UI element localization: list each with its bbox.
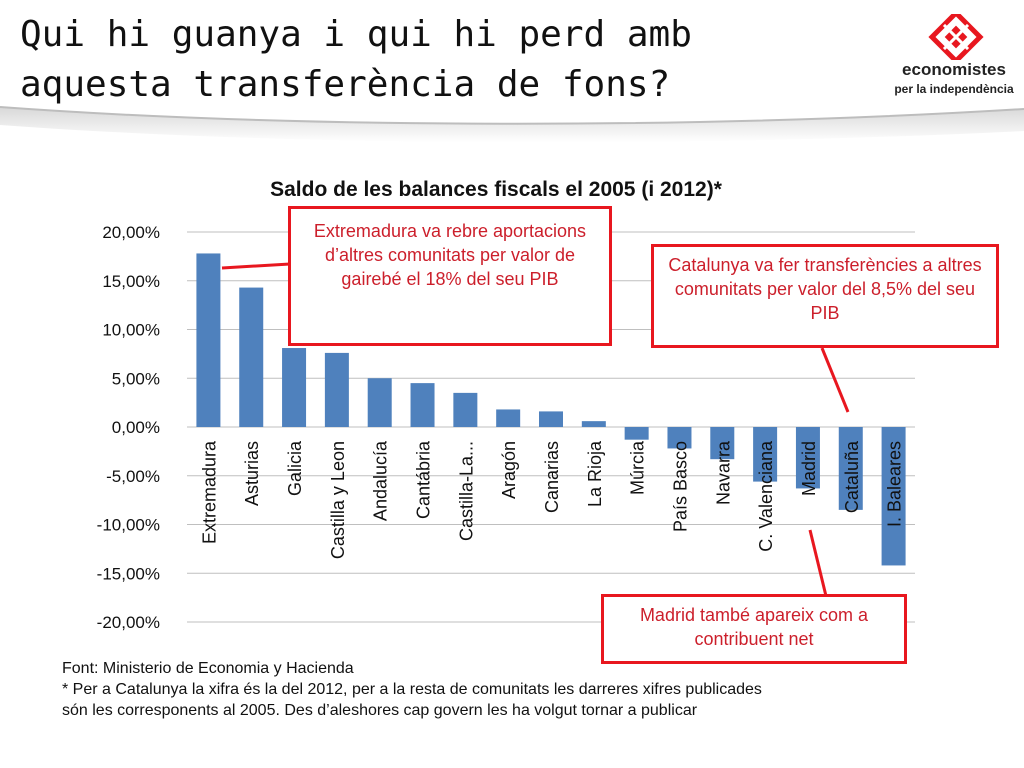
logo-mark-icon <box>928 9 984 65</box>
callout-leader-madrid <box>808 529 828 597</box>
bar <box>282 348 307 427</box>
callout-catalunya: Catalunya va fer transferències a altres… <box>651 244 999 348</box>
bar <box>795 427 820 489</box>
footnote-source: Font: Ministerio de Economia y Hacienda <box>62 660 354 677</box>
slide-title: Qui hi guanya i qui hi perd amb aquesta … <box>20 10 880 110</box>
x-tick-label: Castilla-La... <box>456 441 476 541</box>
y-tick-label: -10,00% <box>97 516 160 535</box>
x-tick-label: Extremadura <box>199 440 219 544</box>
y-tick-label: 20,00% <box>102 223 160 242</box>
bar <box>196 253 221 427</box>
bar <box>367 378 392 427</box>
bar <box>453 392 478 427</box>
footnote: Font: Ministerio de Economia y Hacienda … <box>62 658 1002 721</box>
y-tick-label: 10,00% <box>102 321 160 340</box>
y-tick-label: 5,00% <box>112 369 160 388</box>
bar <box>624 427 649 440</box>
logo-name: economistes <box>902 60 1006 79</box>
x-tick-label: Aragón <box>499 441 519 499</box>
x-tick-label: La Rioja <box>585 440 605 507</box>
slide-title-line-1: Qui hi guanya i qui hi perd amb <box>20 14 692 55</box>
bar <box>239 287 264 427</box>
x-tick-label: Cantábria <box>414 440 434 519</box>
y-tick-label: 15,00% <box>102 272 160 291</box>
x-tick-label: Madrid <box>799 441 819 496</box>
x-tick-label: Cataluña <box>842 440 862 513</box>
bar-chart: Saldo de les balances fiscals el 2005 (i… <box>97 178 915 632</box>
x-tick-label: Castilla y Leon <box>328 441 348 559</box>
chart-title: Saldo de les balances fiscals el 2005 (i… <box>270 178 723 201</box>
y-tick-label: 0,00% <box>112 418 160 437</box>
x-tick-label: Canarias <box>542 441 562 513</box>
x-tick-label: C. Valenciana <box>756 440 776 552</box>
logo-tagline: per la independència <box>894 82 1014 96</box>
bar <box>410 383 435 427</box>
bar <box>710 427 735 460</box>
bar <box>838 427 863 510</box>
x-tick-label: Múrcia <box>628 440 648 495</box>
x-tick-label: Navarra <box>713 440 733 505</box>
y-tick-label: -20,00% <box>97 613 160 632</box>
y-tick-label: -15,00% <box>97 564 160 583</box>
callout-leader-catalunya <box>820 347 850 413</box>
x-tick-label: País Basco <box>670 441 690 532</box>
header-swoosh <box>0 106 1024 143</box>
bar <box>753 427 778 482</box>
x-tick-label: I. Baleares <box>885 441 905 527</box>
bar <box>581 421 606 427</box>
footnote-note-2: són les corresponents al 2005. Des d’ale… <box>62 702 698 719</box>
callout-leader-extremadura <box>221 262 291 270</box>
callout-madrid: Madrid també apareix com a contribuent n… <box>601 594 907 664</box>
y-tick-label: -5,00% <box>106 467 160 486</box>
bar <box>324 352 349 427</box>
economistes-logo: economistes per la independència <box>888 9 1020 100</box>
bar <box>496 409 521 427</box>
x-tick-label: Andalucía <box>371 440 391 521</box>
bar <box>539 411 563 427</box>
bar <box>667 427 692 449</box>
x-tick-label: Galicia <box>285 440 305 496</box>
slide-title-line-2: aquesta transferència de fons? <box>20 64 671 105</box>
callout-extremadura: Extremadura va rebre aportacions d’altre… <box>288 206 612 346</box>
footnote-note-1: * Per a Catalunya la xifra és la del 201… <box>62 681 762 698</box>
bar <box>881 427 906 566</box>
x-tick-label: Asturias <box>242 441 262 506</box>
